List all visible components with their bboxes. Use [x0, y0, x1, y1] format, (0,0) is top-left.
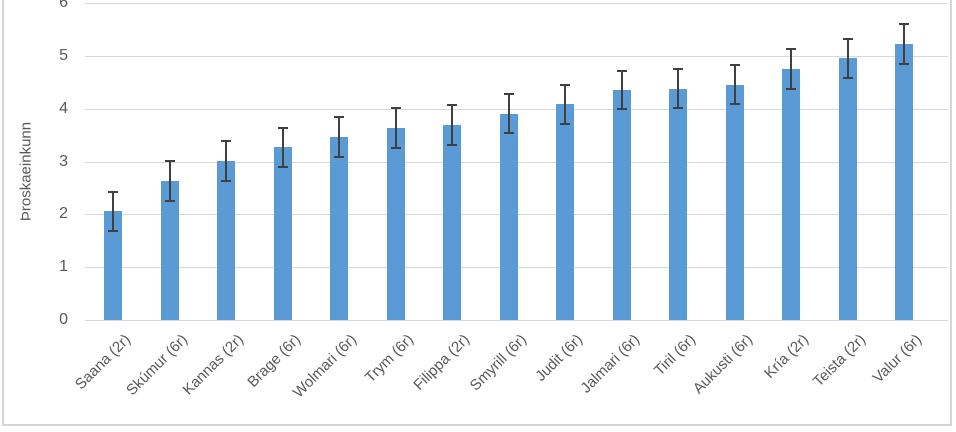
bar	[104, 211, 122, 320]
bar	[274, 147, 292, 320]
error-bar-cap-top	[843, 38, 853, 40]
error-bar-cap-bottom	[447, 144, 457, 146]
y-tick-label-6: 6	[59, 0, 68, 11]
error-bar-cap-bottom	[108, 230, 118, 232]
error-bar-cap-top	[165, 160, 175, 162]
error-bar-cap-bottom	[786, 88, 796, 90]
error-bar	[395, 108, 397, 148]
error-bar	[734, 65, 736, 104]
error-bar	[903, 24, 905, 64]
error-bar-cap-top	[560, 84, 570, 86]
error-bar	[451, 105, 453, 144]
error-bar-cap-bottom	[504, 132, 514, 134]
error-bar-cap-bottom	[278, 166, 288, 168]
bar	[500, 114, 518, 320]
bar	[669, 89, 687, 320]
bar	[330, 137, 348, 320]
error-bar	[282, 128, 284, 167]
error-bar-cap-top	[221, 140, 231, 142]
error-bar-cap-bottom	[560, 123, 570, 125]
bar	[613, 90, 631, 320]
error-bar	[508, 94, 510, 133]
bar	[161, 181, 179, 320]
error-bar-cap-top	[786, 48, 796, 50]
error-bar-cap-top	[899, 23, 909, 25]
error-bar-cap-top	[391, 107, 401, 109]
bar	[443, 125, 461, 320]
error-bar-cap-top	[730, 64, 740, 66]
error-bar-cap-bottom	[617, 108, 627, 110]
error-bar	[338, 117, 340, 157]
error-bar-cap-bottom	[391, 147, 401, 149]
y-tick-label-5: 5	[59, 47, 68, 64]
error-bar-cap-bottom	[730, 103, 740, 105]
gridline-0	[85, 320, 948, 321]
error-bar-cap-bottom	[334, 156, 344, 158]
gridline-5	[85, 56, 948, 57]
chart-frame-border-bottom	[2, 424, 952, 426]
bar	[782, 69, 800, 320]
error-bar	[790, 49, 792, 89]
bar	[387, 128, 405, 320]
error-bar-cap-top	[447, 104, 457, 106]
error-bar-cap-top	[108, 191, 118, 193]
error-bar	[112, 192, 114, 231]
error-bar	[225, 141, 227, 180]
y-tick-label-2: 2	[59, 205, 68, 222]
error-bar-cap-top	[617, 70, 627, 72]
error-bar-cap-top	[673, 68, 683, 70]
error-bar	[847, 39, 849, 78]
y-axis-title: Þroskaeinkunn	[17, 121, 35, 222]
bar	[895, 44, 913, 320]
error-bar-cap-top	[334, 116, 344, 118]
gridline-4	[85, 109, 948, 110]
chart-frame-border-left	[2, 0, 4, 426]
error-bar-cap-bottom	[221, 180, 231, 182]
error-bar	[169, 161, 171, 201]
bar	[839, 58, 857, 320]
error-bar	[677, 69, 679, 108]
error-bar-cap-bottom	[843, 77, 853, 79]
y-tick-label-3: 3	[59, 153, 68, 170]
error-bar-cap-bottom	[165, 200, 175, 202]
bar	[726, 85, 744, 320]
error-bar	[564, 85, 566, 124]
error-bar-cap-top	[504, 93, 514, 95]
y-tick-label-0: 0	[59, 311, 68, 328]
error-bar-cap-bottom	[899, 63, 909, 65]
chart-frame-border-right	[950, 0, 952, 426]
bar	[556, 104, 574, 320]
y-tick-label-4: 4	[59, 100, 68, 117]
error-bar-cap-top	[278, 127, 288, 129]
bar	[217, 161, 235, 320]
error-bar-cap-bottom	[673, 107, 683, 109]
error-bar	[621, 71, 623, 109]
gridline-6	[85, 3, 948, 4]
y-tick-label-1: 1	[59, 258, 68, 275]
